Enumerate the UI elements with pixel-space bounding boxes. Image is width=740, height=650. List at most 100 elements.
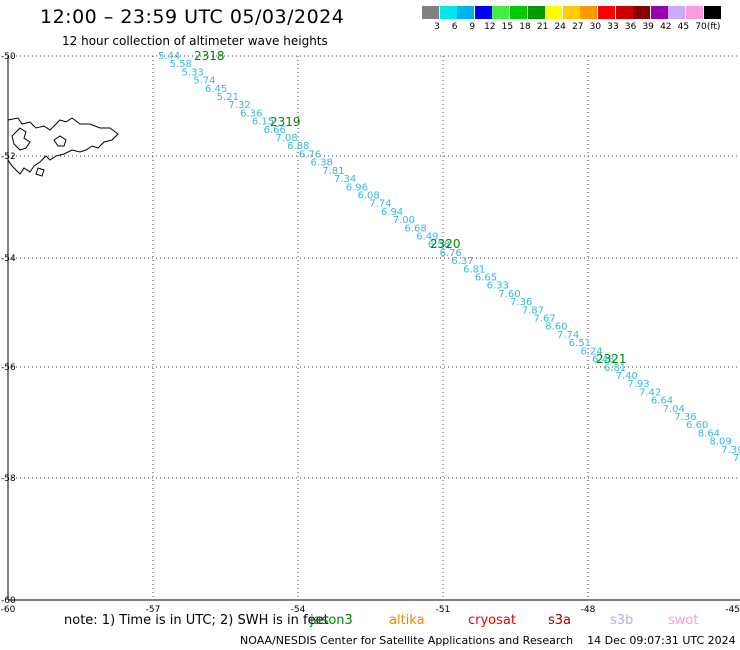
swh-value: 6.76 (440, 248, 462, 259)
legend-swatch (615, 6, 633, 19)
x-axis-label: -48 (581, 605, 596, 615)
swh-value: 7.36 (510, 297, 532, 308)
satellite-label: swot (668, 613, 699, 628)
orbit-number: 2319 (270, 115, 301, 129)
legend-label: 42 (660, 22, 672, 32)
swh-value: 8.60 (545, 322, 567, 333)
y-axis-label: -50 (1, 52, 16, 62)
swh-value: 6.66 (264, 125, 286, 136)
y-axis-label: -52 (1, 152, 16, 162)
altimeter-track: 5.445.585.335.746.455.217.326.366.156.66… (158, 49, 740, 464)
swh-value: 5.74 (193, 76, 215, 87)
swh-value: 6.15 (252, 117, 274, 128)
plot-frame (7, 56, 740, 601)
legend-label: 27 (572, 22, 584, 32)
x-axis-label: -54 (291, 605, 306, 615)
coastline-falkland-islands (7, 117, 119, 177)
swh-value: 7.42 (639, 387, 661, 398)
note-text: note: 1) Time is in UTC; 2) SWH is in fe… (64, 613, 329, 628)
swh-value: 7.60 (498, 289, 520, 300)
swh-value: 7.40 (616, 371, 638, 382)
swh-value: 5.21 (217, 92, 239, 103)
legend-label: 18 (519, 22, 531, 32)
legend-label: 33 (607, 22, 619, 32)
satellite-label: s3b (610, 613, 634, 628)
legend-swatch (633, 6, 651, 19)
swh-value: 6.58 (428, 240, 450, 251)
swh-value: 6.68 (404, 223, 426, 234)
swh-value: 6.88 (287, 141, 309, 152)
legend-swatch (703, 6, 721, 19)
legend-swatch (686, 6, 703, 19)
x-axis-label: -45 (725, 605, 740, 615)
swh-value: 6.08 (357, 190, 379, 201)
satellite-label: cryosat (468, 613, 516, 628)
legend-label: 9 (469, 22, 476, 32)
legend-label: 6 (451, 22, 458, 32)
legend-swatch (562, 6, 580, 19)
y-axis-label: -54 (1, 254, 16, 264)
swh-value: 6.37 (451, 256, 473, 267)
swh-value: 6.49 (416, 231, 438, 242)
x-axis-label: -51 (436, 605, 451, 615)
legend-swatch (650, 6, 668, 19)
swh-value: 7.32 (228, 100, 250, 111)
legend-label: 39 (642, 22, 654, 32)
legend-unit: (ft) (706, 22, 721, 32)
swh-value: 8.09 (710, 437, 732, 448)
legend-swatch (510, 6, 527, 19)
swh-value: 7.93 (627, 379, 649, 390)
legend-label: 30 (589, 22, 602, 32)
legend-swatch (457, 6, 475, 19)
swh-value: 7.81 (322, 166, 344, 177)
swh-value: 7.04 (663, 404, 685, 415)
credit-text: NOAA/NESDIS Center for Satellite Applica… (240, 634, 574, 647)
swh-value: 5.33 (181, 67, 203, 78)
swh-value: 7.3 (733, 453, 740, 464)
legend-swatch (439, 6, 457, 19)
swh-value: 6.45 (205, 84, 227, 95)
footer-credit: NOAA/NESDIS Center for Satellite Applica… (240, 634, 736, 647)
swh-value: 6.38 (311, 158, 333, 169)
legend-label: 15 (501, 22, 514, 32)
swh-value: 6.51 (569, 338, 591, 349)
swh-value: 7.87 (522, 305, 544, 316)
swh-value: 5.44 (158, 51, 180, 62)
map-title: 12:00 – 23:59 UTC 05/03/2024 (40, 6, 345, 28)
legend-swatch (580, 6, 598, 19)
swh-value: 6.65 (475, 273, 497, 284)
satellite-label: s3a (548, 613, 572, 628)
y-axis-label: -60 (1, 596, 16, 606)
legend-swatch (422, 6, 439, 19)
swh-value: 7.74 (557, 330, 579, 341)
swh-value: 6.96 (346, 182, 368, 193)
legend-swatch (492, 6, 510, 19)
swh-value: 6.76 (299, 149, 321, 160)
legend-label: 70 (695, 22, 707, 32)
swh-value: 6.33 (487, 281, 509, 292)
swh-value: 7.34 (334, 174, 356, 185)
y-axis-label: -58 (1, 474, 16, 484)
map-subtitle: 12 hour collection of altimeter wave hei… (62, 34, 328, 48)
satellite-label: altika (389, 613, 425, 628)
legend-label: 3 (434, 22, 440, 32)
swh-value: 5.58 (170, 59, 192, 70)
graticule: -60 -57 -54 -51 -48 -45 -50 -52 -54 -56 -58 -60 (1, 52, 740, 615)
swh-value: 7.67 (534, 314, 556, 325)
swh-value: 6.81 (604, 363, 626, 374)
x-axis-label: -57 (146, 605, 161, 615)
swh-value: 7.36 (674, 412, 696, 423)
satellite-label: jason3 (310, 613, 353, 628)
swh-value: 7.08 (275, 133, 297, 144)
orbit-number: 2320 (430, 237, 461, 251)
timestamp-text: 14 Dec 09:07:31 UTC 2024 (587, 634, 736, 647)
swh-value: 7.74 (369, 199, 391, 210)
x-axis-label: -60 (1, 605, 16, 615)
swh-value: 6.36 (240, 108, 262, 119)
swh-value: 6.81 (463, 264, 485, 275)
legend-label: 24 (554, 22, 566, 32)
swh-value: 6.64 (651, 396, 673, 407)
swh-value: 6.48 (592, 355, 614, 366)
legend-label: 45 (677, 22, 690, 32)
swh-value: 6.24 (580, 346, 602, 357)
